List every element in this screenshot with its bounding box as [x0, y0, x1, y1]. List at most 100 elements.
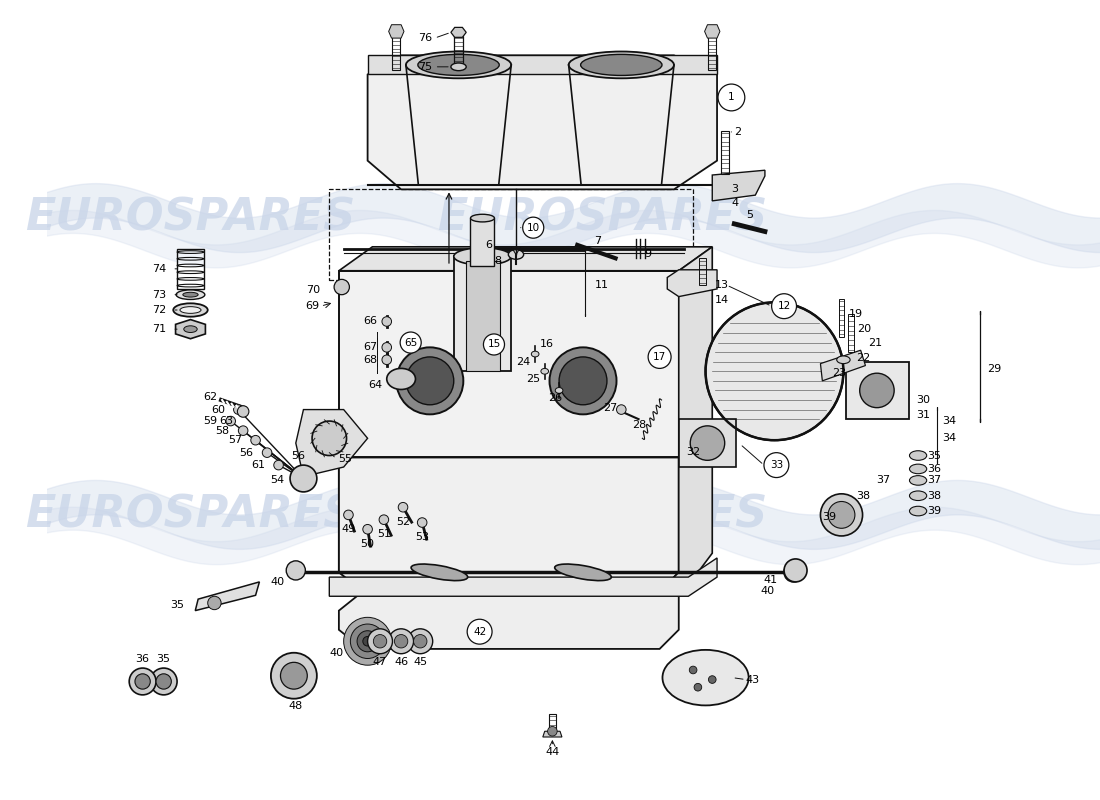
Text: 27: 27	[603, 402, 617, 413]
Ellipse shape	[910, 464, 926, 474]
Polygon shape	[296, 410, 367, 477]
Circle shape	[358, 630, 378, 652]
Circle shape	[414, 634, 427, 648]
Circle shape	[764, 453, 789, 478]
Text: 75: 75	[418, 62, 431, 72]
Polygon shape	[339, 591, 679, 649]
Text: 62: 62	[204, 392, 218, 402]
Ellipse shape	[910, 506, 926, 516]
Circle shape	[417, 518, 427, 527]
Text: 32: 32	[686, 446, 701, 457]
Text: 54: 54	[271, 475, 284, 486]
Bar	[708, 31, 716, 70]
Circle shape	[262, 448, 272, 458]
Ellipse shape	[554, 564, 612, 581]
Text: 63: 63	[220, 416, 233, 426]
Text: 56: 56	[240, 448, 254, 458]
Circle shape	[784, 562, 803, 582]
Ellipse shape	[837, 356, 850, 364]
Text: 69: 69	[306, 301, 320, 311]
Text: 28: 28	[631, 420, 646, 430]
Text: 7: 7	[594, 236, 602, 246]
Polygon shape	[821, 350, 866, 381]
Ellipse shape	[176, 290, 205, 299]
Text: 43: 43	[746, 674, 760, 685]
Text: 6: 6	[485, 240, 492, 250]
Circle shape	[290, 465, 317, 492]
Circle shape	[312, 421, 346, 455]
Text: 67: 67	[363, 342, 377, 352]
Text: 2: 2	[735, 127, 741, 137]
Bar	[329, 190, 693, 280]
Text: 13: 13	[715, 280, 729, 290]
Text: 29: 29	[987, 364, 1001, 374]
Circle shape	[226, 416, 235, 426]
Circle shape	[251, 435, 261, 445]
Circle shape	[129, 668, 156, 695]
Polygon shape	[542, 731, 562, 737]
Text: 3: 3	[732, 184, 738, 194]
Text: 60: 60	[211, 405, 224, 414]
Bar	[549, 714, 557, 731]
Circle shape	[828, 502, 855, 528]
Circle shape	[548, 726, 558, 736]
Polygon shape	[705, 25, 719, 38]
Text: 49: 49	[341, 525, 355, 534]
Circle shape	[233, 405, 243, 414]
Bar	[454, 256, 512, 371]
Text: 25: 25	[526, 374, 540, 384]
Text: EUROSPARES: EUROSPARES	[437, 494, 768, 536]
Text: 19: 19	[849, 309, 864, 319]
Text: 70: 70	[306, 285, 320, 295]
Bar	[720, 131, 728, 174]
Bar	[454, 36, 463, 63]
Polygon shape	[176, 319, 206, 338]
Text: 38: 38	[856, 490, 870, 501]
Circle shape	[690, 426, 725, 460]
Text: 73: 73	[153, 290, 166, 300]
Text: 37: 37	[876, 475, 890, 486]
Circle shape	[156, 674, 172, 689]
Ellipse shape	[471, 214, 495, 222]
Circle shape	[363, 525, 373, 534]
Polygon shape	[451, 27, 466, 38]
Ellipse shape	[581, 54, 662, 75]
Text: 65: 65	[404, 338, 417, 347]
Bar	[177, 249, 204, 289]
Ellipse shape	[910, 491, 926, 501]
Text: EUROSPARES: EUROSPARES	[25, 197, 355, 239]
Text: 53: 53	[415, 532, 429, 542]
Circle shape	[135, 674, 151, 689]
Text: 40: 40	[330, 648, 343, 658]
Text: 24: 24	[516, 357, 530, 366]
Circle shape	[379, 515, 388, 525]
Polygon shape	[660, 434, 713, 591]
Text: 58: 58	[216, 426, 230, 436]
Polygon shape	[668, 270, 717, 297]
Text: 35: 35	[156, 654, 170, 664]
Text: 48: 48	[288, 701, 302, 710]
Bar	[838, 298, 845, 337]
Bar	[848, 314, 854, 352]
Ellipse shape	[569, 51, 674, 78]
Circle shape	[271, 653, 317, 698]
Circle shape	[382, 342, 392, 352]
Circle shape	[363, 637, 373, 646]
Circle shape	[860, 373, 894, 408]
Circle shape	[274, 460, 284, 470]
Polygon shape	[679, 419, 736, 467]
Text: 9: 9	[645, 250, 651, 259]
Ellipse shape	[406, 51, 512, 78]
Text: 51: 51	[377, 530, 390, 539]
Text: 1: 1	[728, 93, 735, 102]
Bar	[470, 218, 494, 266]
Text: 59: 59	[204, 416, 218, 426]
Ellipse shape	[531, 351, 539, 357]
Ellipse shape	[910, 476, 926, 486]
Circle shape	[238, 406, 249, 418]
Circle shape	[334, 279, 350, 294]
Circle shape	[821, 494, 862, 536]
Circle shape	[395, 634, 408, 648]
Ellipse shape	[406, 357, 454, 405]
Text: 22: 22	[856, 353, 870, 363]
